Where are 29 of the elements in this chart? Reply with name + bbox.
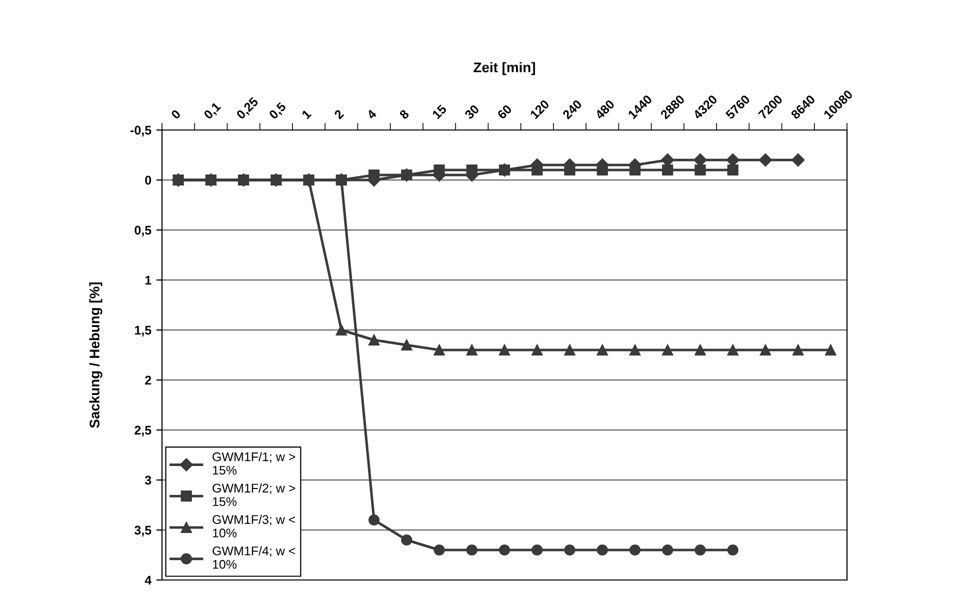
- legend-label: GWM1F/1; w > 15%: [212, 452, 296, 475]
- x-tick-label: 2: [334, 109, 344, 120]
- x-tick-label: 60: [496, 104, 512, 120]
- y-tick-label: 4: [144, 576, 152, 585]
- y-tick-label: 2: [145, 376, 152, 385]
- y-tick-label: 3,5: [134, 526, 152, 536]
- x-tick-label: 120: [530, 99, 550, 120]
- y-tick-label: 0,5: [134, 226, 152, 236]
- x-tick-label: 1: [301, 109, 312, 120]
- x-tick-label: 240: [562, 99, 582, 120]
- y-tick-label: 0: [145, 176, 152, 185]
- y-tick-label: 2,5: [134, 426, 152, 436]
- x-tick-label: 0,1: [203, 102, 223, 121]
- y-tick-label: -0,5: [130, 126, 152, 136]
- x-tick-label: 0,5: [268, 102, 288, 121]
- x-tick-label: 8: [398, 109, 410, 120]
- x-tick-label: 30: [464, 104, 480, 120]
- legend-label: GWM1F/4; w < 10%: [212, 546, 296, 569]
- x-tick-label: 4: [366, 108, 378, 120]
- x-tick-label: 0: [170, 109, 182, 120]
- legend-label: GWM1F/2; w > 15%: [212, 483, 296, 506]
- x-tick-label: 480: [594, 99, 615, 120]
- y-tick-label: 1,5: [134, 326, 152, 336]
- y-tick-label: 3: [144, 476, 152, 485]
- x-tick-label: 15: [432, 104, 448, 120]
- y-axis-title: Sackung / Hebung [%]: [89, 282, 102, 428]
- legend-label: GWM1F/3; w < 10%: [212, 514, 296, 538]
- x-axis-title: Zeit [min]: [474, 62, 535, 76]
- y-tick-label: 1: [145, 276, 152, 285]
